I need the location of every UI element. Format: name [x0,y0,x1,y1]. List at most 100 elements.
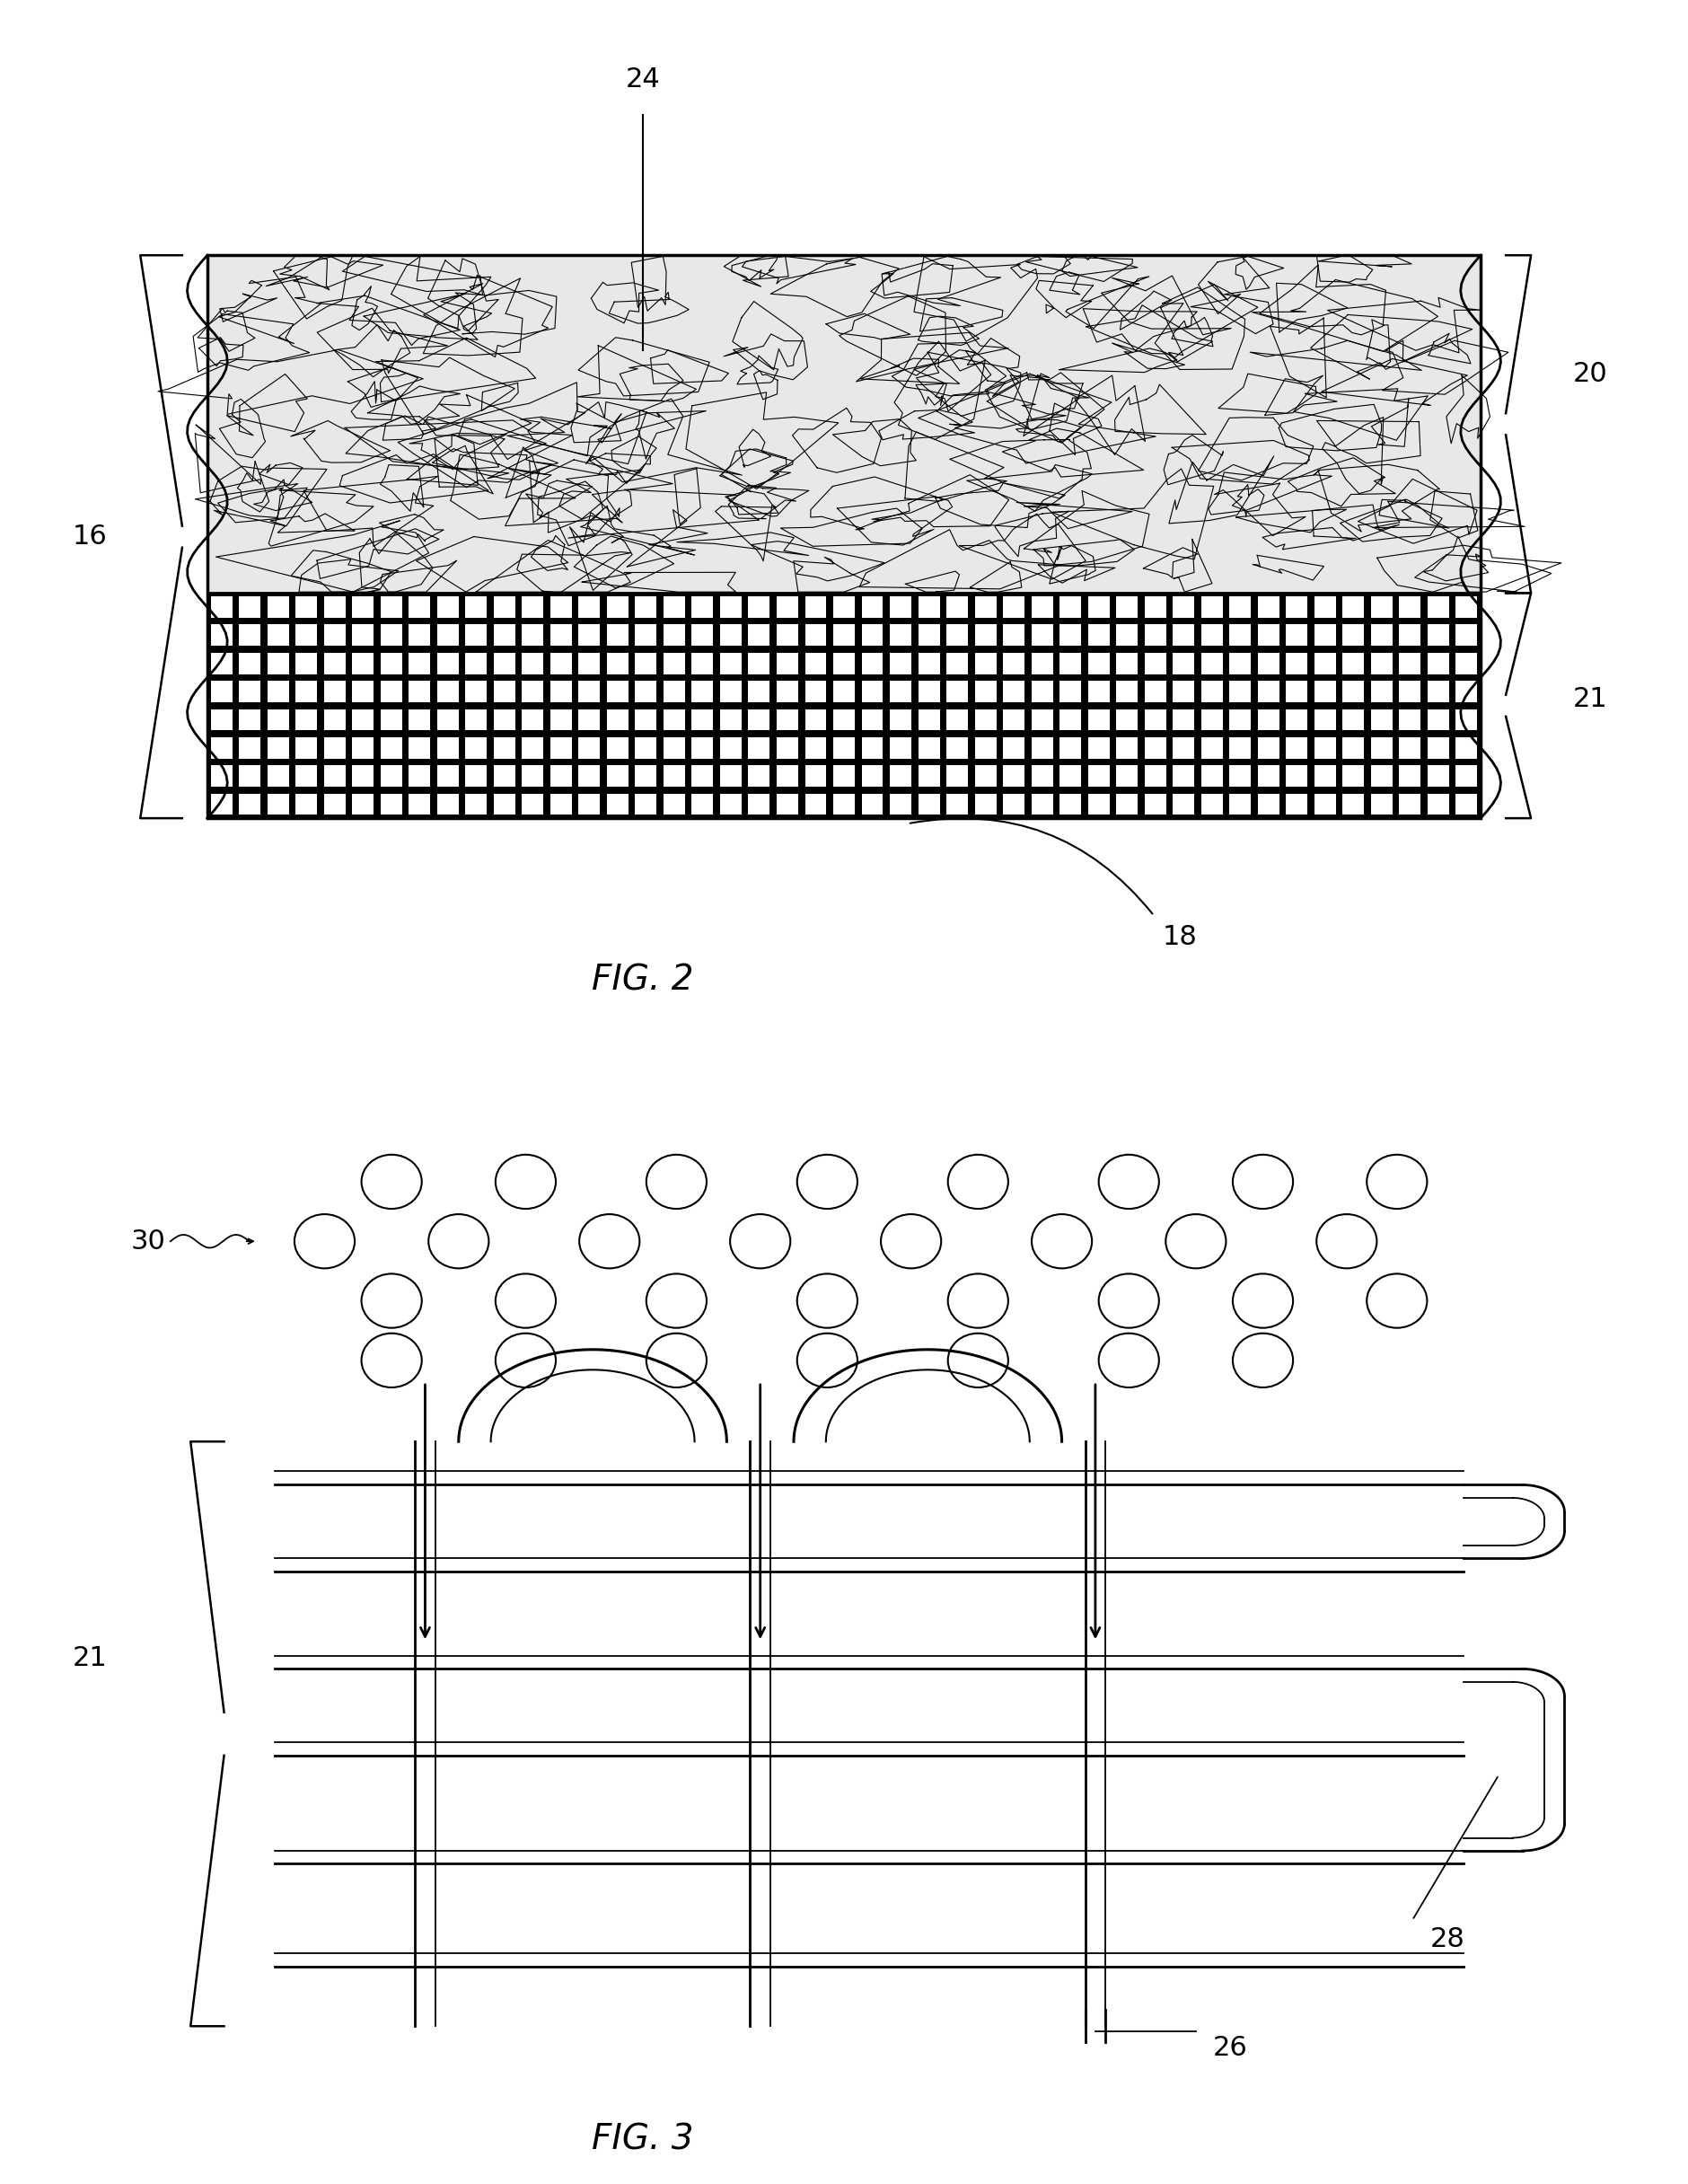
Bar [635,596,657,618]
Bar [211,710,233,729]
Bar [1031,625,1053,646]
Bar [493,681,515,703]
Bar [493,596,515,618]
Bar [1003,681,1025,703]
Bar [834,764,854,786]
Bar [1342,710,1364,729]
Ellipse shape [797,1273,858,1328]
Text: FIG. 2: FIG. 2 [592,963,694,998]
Bar [918,793,940,815]
Bar [663,596,685,618]
Bar [1455,710,1477,729]
Bar [721,738,741,758]
Bar [608,681,628,703]
Bar [635,710,657,729]
Bar [861,596,883,618]
Bar [776,793,798,815]
Bar [493,764,515,786]
Bar [1060,625,1080,646]
Bar [211,625,233,646]
Bar [1144,738,1166,758]
Bar [1371,764,1393,786]
Bar [1144,596,1166,618]
Bar [1202,764,1222,786]
Bar [1455,653,1477,675]
Ellipse shape [1099,1332,1160,1387]
Bar [1031,681,1053,703]
Bar [834,710,854,729]
Bar [550,738,572,758]
Bar [721,596,741,618]
Bar [522,710,544,729]
Bar [1229,793,1251,815]
Bar [408,681,430,703]
Text: FIG. 3: FIG. 3 [592,2123,694,2158]
Bar [1258,596,1280,618]
Bar [1229,596,1251,618]
Bar [579,764,599,786]
Bar [240,710,260,729]
Bar [437,681,459,703]
Bar [776,596,798,618]
Bar [1258,710,1280,729]
Bar [1089,596,1109,618]
Bar [1342,793,1364,815]
Bar [208,256,1480,819]
Bar [1455,625,1477,646]
Bar [522,738,544,758]
Bar [1003,625,1025,646]
Bar [748,764,770,786]
Bar [1399,681,1421,703]
Bar [1173,653,1195,675]
Bar [1116,738,1138,758]
Bar [692,764,714,786]
Bar [1286,738,1308,758]
Bar [1399,793,1421,815]
Bar [408,653,430,675]
Bar [324,710,346,729]
Bar [1173,793,1195,815]
Bar [692,681,714,703]
Bar [579,793,599,815]
Bar [408,764,430,786]
Bar [947,681,967,703]
Bar [522,793,544,815]
Bar [380,681,402,703]
Bar [834,681,854,703]
Bar [295,596,317,618]
Bar [1089,681,1109,703]
Bar [834,625,854,646]
Bar [324,793,346,815]
Bar [748,793,770,815]
Bar [1031,710,1053,729]
Bar [1060,653,1080,675]
Bar [522,625,544,646]
Bar [550,764,572,786]
Ellipse shape [496,1155,555,1208]
Bar [608,793,628,815]
Bar [890,653,912,675]
Bar [663,738,685,758]
Bar [240,681,260,703]
Bar [579,710,599,729]
Bar [1031,653,1053,675]
Bar [267,596,289,618]
Bar [1455,738,1477,758]
Bar [692,596,714,618]
Bar [834,596,854,618]
Bar [692,793,714,815]
Bar [805,596,827,618]
Ellipse shape [1166,1214,1225,1269]
Bar [353,625,373,646]
Bar [692,738,714,758]
Bar [748,596,770,618]
Bar [240,764,260,786]
Bar [550,625,572,646]
Bar [240,625,260,646]
Bar [748,710,770,729]
Bar [324,653,346,675]
Bar [550,710,572,729]
Bar [890,793,912,815]
Bar [208,256,1480,594]
Bar [748,681,770,703]
